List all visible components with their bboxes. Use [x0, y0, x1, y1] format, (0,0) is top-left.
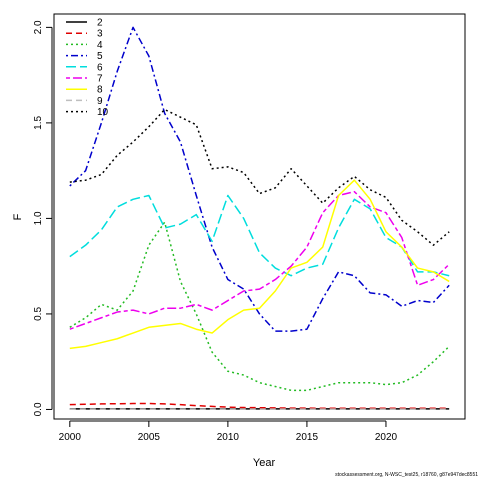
series-line-6 [69, 194, 450, 277]
legend-label-4: 4 [97, 40, 103, 51]
x-tick-label: 2005 [138, 432, 161, 443]
plot-frame [53, 13, 466, 420]
axes-layer: 2000 2005 2010 2015 2020 0.0 0.5 1.0 1.5 2.0 [33, 20, 398, 443]
series-line-7 [69, 190, 450, 330]
x-tick-label: 2015 [296, 432, 319, 443]
x-tick-label: 2010 [217, 432, 240, 443]
plot-area [53, 13, 466, 420]
series-line-3 [69, 402, 450, 410]
legend-label-3: 3 [97, 29, 103, 40]
legend-label-6: 6 [97, 62, 103, 73]
y-tick-label: 2.0 [33, 20, 44, 34]
legend-label-8: 8 [97, 85, 103, 96]
y-tick-label: 1.5 [33, 116, 44, 130]
legend-label-7: 7 [97, 74, 103, 85]
series-layer [69, 26, 450, 410]
x-tick-label: 2020 [375, 432, 398, 443]
legend-label-5: 5 [97, 51, 103, 62]
legend-label-2: 2 [97, 18, 103, 29]
x-tick-label: 2000 [59, 432, 82, 443]
x-axis-title: Year [253, 457, 276, 469]
series-line-4 [69, 221, 450, 392]
legend-label-10: 10 [97, 107, 109, 118]
y-tick-label: 0.0 [33, 402, 44, 416]
series-line-8 [69, 179, 450, 350]
legend-label-9: 9 [97, 96, 103, 107]
series-line-5 [69, 26, 450, 332]
y-tick-label: 1.0 [33, 211, 44, 225]
y-tick-label: 0.5 [33, 307, 44, 321]
footer-annotation: stockassessment.org, N-WSC_test25, r1876… [335, 472, 478, 478]
y-axis-title: F [12, 213, 24, 220]
